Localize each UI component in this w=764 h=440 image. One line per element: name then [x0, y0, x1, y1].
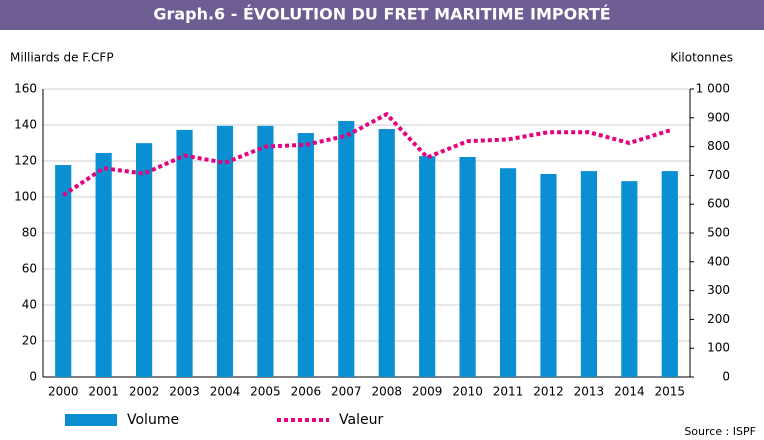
legend-label: Valeur — [339, 412, 383, 428]
y-tick-label: 140 — [14, 118, 37, 132]
x-tick-label: 2000 — [48, 385, 79, 399]
x-tick-label: 2014 — [614, 385, 645, 399]
bar — [378, 129, 395, 377]
x-tick-label: 2012 — [533, 385, 564, 399]
y-tick-label: 80 — [22, 226, 37, 240]
line — [62, 111, 671, 197]
bar — [499, 168, 517, 377]
x-tick-label: 2010 — [452, 385, 483, 399]
bar — [95, 152, 112, 377]
y2-tick-label: 900 — [707, 110, 730, 124]
x-tick-label: 2007 — [331, 385, 362, 399]
bar — [136, 143, 153, 377]
bar — [621, 181, 638, 377]
bar — [540, 173, 557, 377]
source: Source : ISPF — [684, 425, 756, 438]
y-tick-label: 60 — [22, 262, 37, 276]
x-tick-label: 2009 — [412, 385, 443, 399]
y-tick-label: 160 — [14, 82, 37, 96]
y2-tick-label: 400 — [707, 254, 730, 268]
y-tick-label: 100 — [14, 190, 37, 204]
y-tick-label: 20 — [22, 334, 37, 348]
x-tick-label: 2004 — [210, 385, 241, 399]
legend-label: Volume — [127, 412, 179, 428]
y2-tick-label: 200 — [707, 312, 730, 326]
x-tick-label: 2011 — [493, 385, 524, 399]
y2-tick-label: 300 — [707, 283, 730, 297]
title-bar — [0, 0, 764, 30]
x-tick-label: 2003 — [169, 385, 200, 399]
y2-tick-label: 100 — [707, 341, 730, 355]
x-tick-label: 2001 — [88, 385, 119, 399]
bar — [257, 125, 274, 377]
x-tick-label: 2013 — [574, 385, 605, 399]
bar — [297, 133, 314, 377]
bar — [55, 165, 72, 377]
x-tick-label: 2005 — [250, 385, 281, 399]
chart-title: Graph.6 - ÉVOLUTION DU FRET MARITIME IMP… — [153, 5, 610, 24]
bar — [459, 156, 476, 377]
bar — [338, 120, 355, 377]
y2-tick-label: 800 — [707, 139, 730, 153]
legend-swatch — [65, 414, 117, 426]
y2-tick-label: 500 — [707, 226, 730, 240]
y-axis-label: Milliards de F.CFP — [10, 51, 114, 65]
y2-tick-label: 700 — [707, 168, 730, 182]
bar — [176, 129, 193, 377]
x-tick-label: 2015 — [655, 385, 686, 399]
y2-axis-label: Kilotonnes — [670, 51, 733, 65]
y-tick-label: 0 — [29, 370, 37, 384]
bar — [661, 171, 678, 377]
y-tick-label: 120 — [14, 154, 37, 168]
y2-tick-label: 600 — [707, 197, 730, 211]
x-tick-label: 2006 — [291, 385, 322, 399]
x-tick-label: 2008 — [371, 385, 402, 399]
bar — [580, 171, 597, 377]
x-tick-label: 2002 — [129, 385, 160, 399]
y2-tick-label: 1 000 — [696, 82, 730, 96]
bar — [419, 156, 436, 377]
y2-tick-label: 0 — [722, 370, 730, 384]
y-tick-label: 40 — [22, 298, 37, 312]
bar — [216, 125, 234, 377]
